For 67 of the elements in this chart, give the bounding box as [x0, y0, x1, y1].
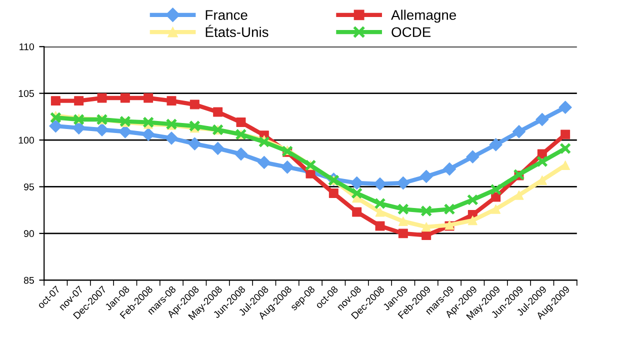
point [258, 156, 271, 170]
point [560, 160, 570, 170]
point [374, 198, 386, 210]
point [536, 112, 549, 126]
point [396, 176, 410, 190]
y-tick-label: 110 [20, 43, 34, 50]
point [512, 125, 526, 138]
y-tick-label: 85 [24, 276, 34, 284]
point [468, 216, 478, 226]
point [328, 188, 338, 198]
point [398, 228, 408, 238]
y-tick-label: 90 [24, 230, 34, 238]
point [466, 194, 478, 206]
point [422, 230, 432, 240]
point [422, 222, 432, 232]
legend-label: États-Unis [206, 24, 268, 38]
point [118, 125, 132, 138]
point [142, 128, 155, 141]
point [373, 177, 387, 190]
point [490, 184, 502, 196]
point [211, 142, 224, 156]
point [397, 203, 409, 215]
point [120, 93, 130, 103]
point [420, 170, 433, 184]
legend-label: France [206, 10, 248, 20]
point [95, 123, 109, 136]
legend-label: OCDE [392, 27, 431, 38]
y-tick-label: 100 [18, 136, 34, 144]
point [72, 121, 86, 134]
point [97, 93, 107, 103]
point [536, 156, 548, 168]
point [375, 221, 385, 231]
point [466, 150, 480, 164]
point [420, 205, 432, 217]
point [236, 118, 246, 128]
point [352, 207, 362, 217]
point [398, 216, 408, 226]
point [375, 207, 385, 217]
point [166, 96, 176, 106]
point [537, 175, 547, 185]
y-tick-label: 95 [24, 183, 34, 190]
point [489, 138, 502, 152]
point [514, 190, 524, 200]
point [213, 107, 223, 117]
point [188, 137, 202, 150]
point [491, 204, 501, 214]
point [351, 187, 363, 200]
point [164, 132, 178, 145]
point [444, 203, 456, 215]
point [442, 162, 456, 176]
point [188, 120, 200, 132]
point [50, 96, 60, 106]
point [144, 93, 154, 103]
point [234, 147, 248, 161]
legend-label: Allemagne [391, 10, 456, 23]
point [350, 176, 364, 190]
point [560, 130, 570, 140]
point [74, 96, 84, 106]
point [190, 100, 200, 110]
y-tick-label: 105 [18, 90, 34, 97]
point [142, 116, 154, 128]
point [50, 112, 62, 124]
point [560, 142, 572, 154]
point [558, 100, 572, 114]
point [258, 136, 270, 148]
point [49, 119, 62, 133]
point [280, 160, 294, 174]
